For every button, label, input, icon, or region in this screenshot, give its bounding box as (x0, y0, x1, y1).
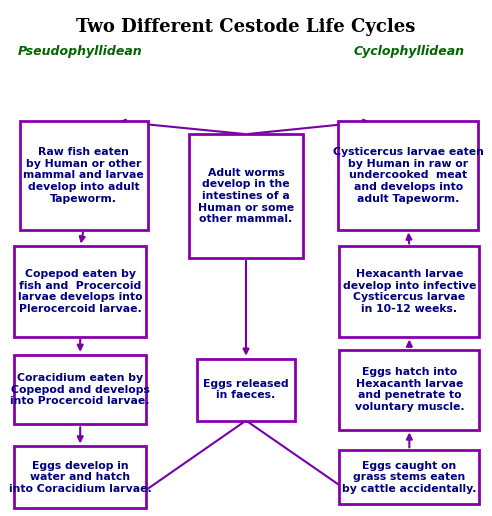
Text: Copepod eaten by
fish and  Procercoid
larvae develops into
Plerocercoid larvae.: Copepod eaten by fish and Procercoid lar… (18, 269, 143, 314)
FancyBboxPatch shape (339, 450, 479, 505)
Text: Cysticercus larvae eaten
by Human in raw or
undercooked  meat
and develops into
: Cysticercus larvae eaten by Human in raw… (333, 147, 484, 204)
Text: Adult worms
develop in the
intestines of a
Human or some
other mammal.: Adult worms develop in the intestines of… (198, 168, 294, 224)
Text: Eggs hatch into
Hexacanth larvae
and penetrate to
voluntary muscle.: Eggs hatch into Hexacanth larvae and pen… (355, 367, 464, 412)
FancyBboxPatch shape (339, 247, 479, 337)
FancyBboxPatch shape (189, 134, 303, 258)
Text: Pseudophyllidean: Pseudophyllidean (18, 45, 143, 58)
FancyBboxPatch shape (20, 121, 148, 230)
FancyBboxPatch shape (14, 247, 146, 337)
Text: Eggs released
in faeces.: Eggs released in faeces. (203, 379, 289, 400)
FancyBboxPatch shape (339, 350, 479, 429)
FancyBboxPatch shape (338, 121, 478, 230)
FancyBboxPatch shape (14, 355, 146, 424)
Text: Hexacanth larvae
develop into infective
Cysticercus larvae
in 10-12 weeks.: Hexacanth larvae develop into infective … (342, 269, 476, 314)
Text: Cyclophyllidean: Cyclophyllidean (354, 45, 465, 58)
FancyBboxPatch shape (14, 446, 146, 508)
Text: Two Different Cestode Life Cycles: Two Different Cestode Life Cycles (76, 18, 416, 36)
Text: Raw fish eaten
by Human or other
mammal and larvae
develop into adult
Tapeworm.: Raw fish eaten by Human or other mammal … (23, 147, 144, 204)
FancyBboxPatch shape (197, 359, 295, 421)
Text: Eggs develop in
water and hatch
into Coracidium larvae.: Eggs develop in water and hatch into Cor… (9, 461, 152, 494)
Text: Coracidium eaten by
Copepod and develops
into Procercoid larvae.: Coracidium eaten by Copepod and develops… (10, 373, 150, 406)
Text: Eggs caught on
grass stems eaten
by cattle accidentally.: Eggs caught on grass stems eaten by catt… (342, 461, 477, 494)
